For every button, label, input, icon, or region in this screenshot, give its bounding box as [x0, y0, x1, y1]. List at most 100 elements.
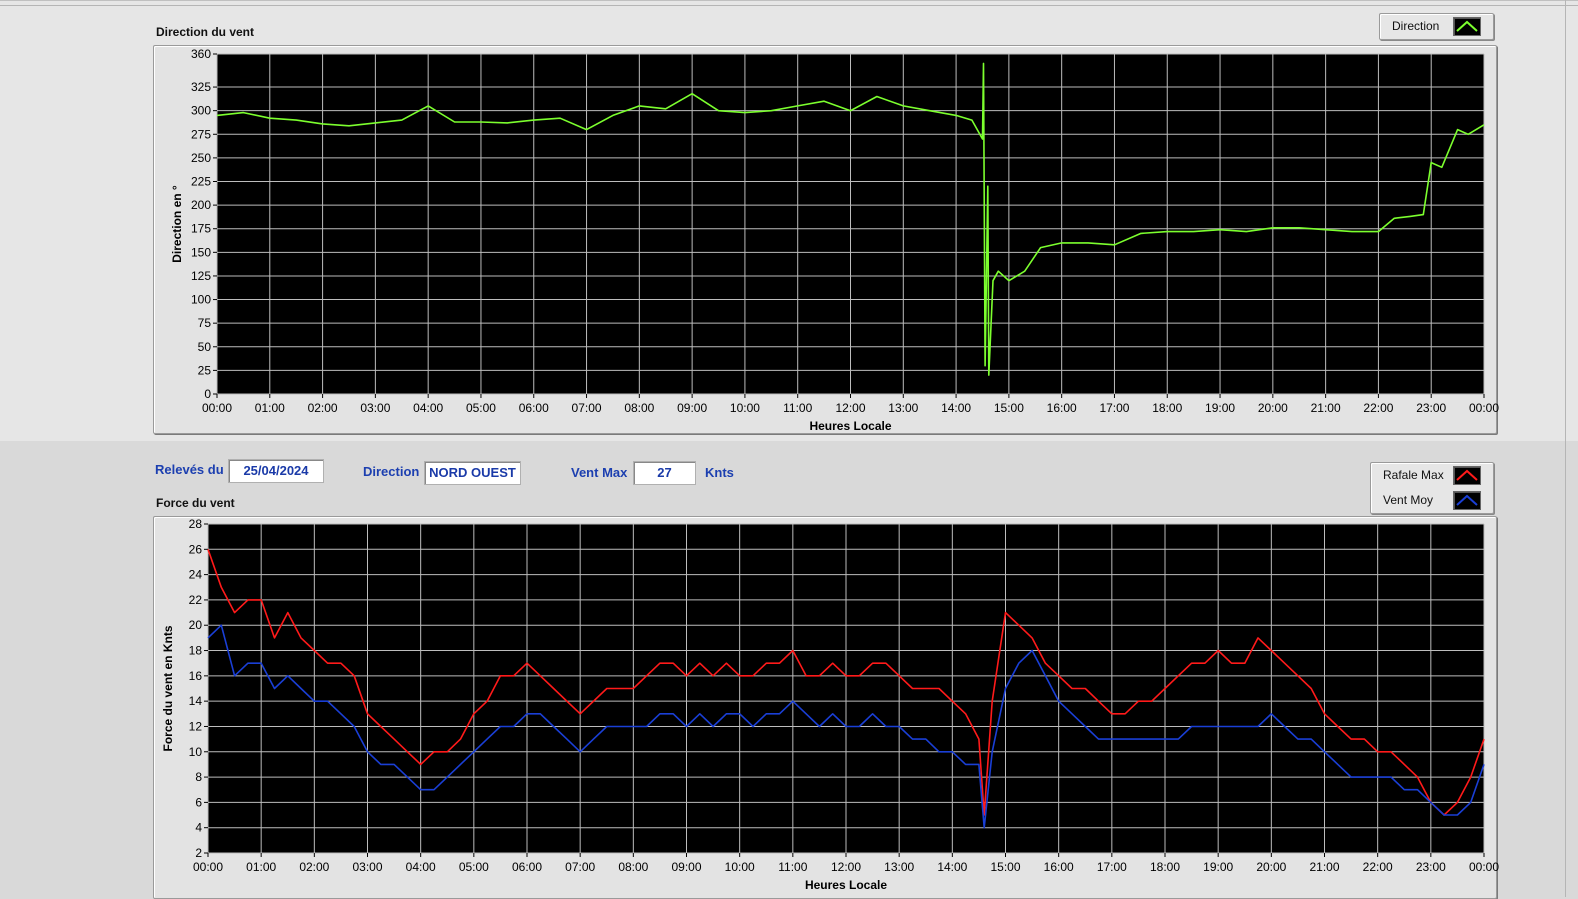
direction-xtick-label: 07:00	[572, 401, 602, 415]
direction-xtick-label: 21:00	[1311, 401, 1341, 415]
direction-xtick-label: 19:00	[1205, 401, 1235, 415]
force-ytick-label: 12	[189, 719, 203, 733]
date-field[interactable]: 25/04/2024	[228, 459, 324, 483]
force-ytick-label: 20	[189, 618, 203, 632]
legend-item-rafale-max[interactable]: Rafale Max	[1371, 463, 1493, 487]
direction-ytick-label: 200	[191, 198, 211, 212]
direction-xlabel: Heures Locale	[809, 419, 891, 433]
direction-xtick-label: 22:00	[1363, 401, 1393, 415]
force-ytick-label: 24	[189, 568, 203, 582]
direction-xtick-label: 03:00	[360, 401, 390, 415]
direction-ytick-label: 125	[191, 269, 211, 283]
force-xtick-label: 20:00	[1256, 860, 1286, 874]
force-ytick-label: 8	[195, 770, 202, 784]
force-xtick-label: 03:00	[352, 860, 382, 874]
force-xlabel: Heures Locale	[805, 878, 887, 892]
direction-xtick-label: 00:00	[1469, 401, 1499, 415]
releves-label: Relevés du	[155, 462, 224, 477]
unit-label: Knts	[705, 465, 734, 480]
legend-item-direction[interactable]: Direction	[1380, 14, 1493, 38]
direction-label: Direction	[363, 464, 420, 479]
direction-ytick-label: 250	[191, 151, 211, 165]
force-xtick-label: 17:00	[1097, 860, 1127, 874]
direction-xtick-label: 23:00	[1416, 401, 1446, 415]
legend-label-vent-moy: Vent Moy	[1383, 493, 1434, 507]
direction-ytick-label: 360	[191, 47, 211, 61]
force-xtick-label: 16:00	[1044, 860, 1074, 874]
force-xtick-label: 07:00	[565, 860, 595, 874]
force-xtick-label: 13:00	[884, 860, 914, 874]
force-ytick-label: 18	[189, 644, 203, 658]
force-ytick-label: 4	[195, 821, 202, 835]
direction-legend[interactable]: Direction	[1379, 13, 1494, 40]
force-ytick-label: 26	[189, 542, 203, 556]
direction-xtick-label: 04:00	[413, 401, 443, 415]
vent-max-field[interactable]: 27	[633, 461, 696, 485]
force-xtick-label: 23:00	[1416, 860, 1446, 874]
direction-section-title: Direction du vent	[156, 25, 255, 39]
direction-series-direction	[216, 62, 1485, 376]
direction-xtick-label: 10:00	[730, 401, 760, 415]
direction-xtick-label: 17:00	[1099, 401, 1129, 415]
direction-ytick-label: 275	[191, 127, 211, 141]
force-xtick-label: 00:00	[1469, 860, 1499, 874]
top-separator	[0, 5, 1578, 6]
direction-xtick-label: 16:00	[1047, 401, 1077, 415]
direction-xtick-label: 15:00	[994, 401, 1024, 415]
direction-xtick-label: 01:00	[255, 401, 285, 415]
force-xtick-label: 15:00	[990, 860, 1020, 874]
force-xtick-label: 21:00	[1309, 860, 1339, 874]
force-xtick-label: 12:00	[831, 860, 861, 874]
force-ytick-label: 22	[189, 593, 203, 607]
direction-xtick-label: 09:00	[677, 401, 707, 415]
legend-swatch-vent-moy-icon	[1453, 491, 1481, 510]
force-xtick-label: 08:00	[618, 860, 648, 874]
force-xtick-label: 02:00	[299, 860, 329, 874]
direction-xtick-label: 12:00	[835, 401, 865, 415]
direction-ytick-label: 75	[198, 316, 212, 330]
direction-ytick-label: 50	[198, 340, 212, 354]
force-xtick-label: 01:00	[246, 860, 276, 874]
force-legend[interactable]: Rafale Max Vent Moy	[1370, 462, 1494, 514]
force-xtick-label: 10:00	[725, 860, 755, 874]
direction-ylabel: Direction en °	[170, 185, 184, 263]
force-series-rafale-max	[207, 549, 1485, 816]
force-xtick-label: 09:00	[671, 860, 701, 874]
direction-value-field[interactable]: NORD OUEST	[424, 461, 521, 485]
force-xtick-label: 14:00	[937, 860, 967, 874]
direction-xtick-label: 06:00	[519, 401, 549, 415]
direction-ytick-label: 25	[198, 363, 212, 377]
direction-xtick-label: 13:00	[888, 401, 918, 415]
force-xtick-label: 18:00	[1150, 860, 1180, 874]
direction-xtick-label: 05:00	[466, 401, 496, 415]
direction-xtick-label: 02:00	[308, 401, 338, 415]
force-xtick-label: 22:00	[1363, 860, 1393, 874]
force-xtick-label: 05:00	[459, 860, 489, 874]
legend-label-direction: Direction	[1392, 19, 1440, 33]
force-xtick-label: 00:00	[193, 860, 223, 874]
force-xtick-label: 11:00	[778, 860, 807, 874]
direction-ytick-label: 225	[191, 175, 211, 189]
direction-ytick-label: 325	[191, 80, 211, 94]
direction-xtick-label: 18:00	[1152, 401, 1182, 415]
force-ytick-label: 14	[189, 694, 203, 708]
force-xtick-label: 06:00	[512, 860, 542, 874]
force-ytick-label: 6	[195, 795, 202, 809]
legend-swatch-rafale-icon	[1453, 466, 1481, 485]
direction-xtick-label: 14:00	[941, 401, 971, 415]
legend-swatch-direction-icon	[1453, 17, 1481, 36]
force-xtick-label: 04:00	[406, 860, 436, 874]
legend-item-vent-moy[interactable]: Vent Moy	[1371, 488, 1493, 512]
force-ytick-label: 16	[189, 669, 203, 683]
direction-xtick-label: 08:00	[624, 401, 654, 415]
right-separator	[1565, 0, 1566, 897]
force-xtick-label: 19:00	[1203, 860, 1233, 874]
force-section-title: Force du vent	[156, 496, 235, 510]
direction-xtick-label: 00:00	[202, 401, 232, 415]
force-ylabel: Force du vent en Knts	[161, 625, 175, 751]
direction-ytick-label: 100	[191, 293, 211, 307]
direction-xtick-label: 20:00	[1258, 401, 1288, 415]
legend-label-rafale-max: Rafale Max	[1383, 468, 1444, 482]
